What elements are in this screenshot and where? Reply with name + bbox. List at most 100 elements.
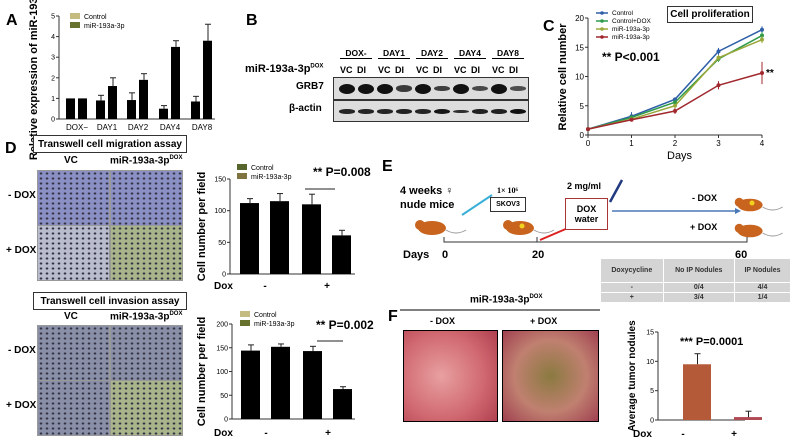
- category-label: -: [263, 281, 266, 292]
- invasion-title: Transwell cell invasion assay: [33, 292, 187, 310]
- cells-box: SKOV3: [490, 197, 526, 212]
- x-axis-label: Dox: [633, 429, 652, 440]
- band: [510, 86, 526, 91]
- lane-label: DI: [509, 65, 518, 75]
- assay-micrograph: [37, 170, 110, 226]
- col-vc: VC: [64, 311, 78, 322]
- nodule-table: Doxycycline No IP Nodules IP Nodules -0/4 4…: [600, 258, 791, 303]
- chart-c-xlabel: Days: [667, 150, 693, 162]
- cell: +: [600, 292, 664, 303]
- band: [472, 85, 488, 92]
- row-plus-dox: + DOX: [6, 400, 36, 411]
- col-vc-text: VC: [64, 155, 78, 166]
- mouse-icon: [506, 221, 534, 235]
- blot-row-sup: DOX: [310, 63, 324, 70]
- mouse-head: [734, 223, 744, 233]
- th: Doxycycline: [600, 258, 664, 283]
- legend-label: Control: [251, 165, 274, 172]
- y-tick-label: 2: [51, 75, 55, 82]
- annotation-migration: ** P=0.008: [313, 165, 371, 179]
- row-minus-dox-text: - DOX: [8, 190, 36, 201]
- legend-marker: [600, 35, 604, 39]
- lane-label: VC: [416, 65, 429, 75]
- x-axis-label: Dox: [214, 428, 233, 439]
- legend-swatch: [70, 22, 80, 28]
- dox-line-1: DOX: [576, 204, 597, 214]
- band: [415, 109, 431, 114]
- data-point: [760, 33, 764, 38]
- mouse-head: [734, 197, 744, 207]
- data-point: [673, 103, 677, 108]
- band: [434, 85, 450, 92]
- band: [377, 109, 393, 114]
- cells-dose: 1× 10⁶: [497, 186, 518, 195]
- category-label: +: [325, 428, 331, 439]
- band: [396, 109, 412, 114]
- sup: DOX: [169, 155, 183, 161]
- row-plus-dox: + DOX: [6, 245, 36, 256]
- data-point: [673, 100, 677, 105]
- f-minus: - DOX: [430, 316, 456, 326]
- y-axis-label: Relative cell number: [557, 23, 569, 131]
- th: No IP Nodules: [662, 258, 735, 283]
- category-label: -: [681, 429, 684, 440]
- legend-label: miR-193a-3p: [84, 23, 125, 30]
- mice-label-1: 4 weeks ♀: [400, 185, 454, 197]
- migration-title: Transwell cell migration assay: [33, 135, 187, 153]
- dox-water-box: DOX water: [565, 198, 608, 230]
- category-label: DAY4: [160, 123, 181, 132]
- mice-label-2: nude mice: [400, 199, 455, 211]
- y-tick-label: 150: [216, 345, 228, 352]
- category-label: -: [264, 428, 267, 439]
- legend-label: Control: [612, 10, 634, 17]
- panel-label-c: C: [543, 18, 555, 35]
- f-title: miR-193a-3pDOX: [470, 294, 542, 305]
- bar: [302, 204, 321, 274]
- bar: [333, 389, 352, 419]
- x-axis-label: Dox: [214, 281, 233, 292]
- bar: [191, 101, 200, 119]
- band: [434, 109, 450, 114]
- pipette-icon: [608, 179, 624, 203]
- band: [453, 109, 469, 114]
- series-line: [587, 29, 763, 130]
- col-mir: miR-193a-3pDOX: [110, 311, 182, 322]
- band-label-grb7: GRB7: [296, 81, 324, 92]
- col-mir-text: miR-193a-3p: [110, 311, 170, 323]
- data-point: [716, 49, 721, 54]
- lane-label: DI: [395, 65, 404, 75]
- legend-label: Control: [254, 312, 277, 319]
- mouse-head: [415, 220, 425, 230]
- y-tick-label: 200: [216, 322, 228, 329]
- bar: [734, 417, 762, 420]
- y-tick-label: 100: [216, 369, 228, 376]
- mouse-tail: [445, 229, 467, 234]
- dox-conc: 2 mg/ml: [567, 181, 602, 191]
- col-mir-text: miR-193a-3p: [110, 155, 170, 167]
- category-label: +: [324, 281, 330, 292]
- y-tick-label: 100: [214, 208, 226, 215]
- legend-label: miR-193a-3p: [612, 26, 650, 33]
- row-plus-dox-text: + DOX: [6, 245, 37, 256]
- blot-row-label-text: miR-193a-3p: [245, 63, 311, 75]
- band: [491, 83, 507, 94]
- x-tick-label: 1: [629, 139, 634, 148]
- band-label-actin: β-actin: [289, 103, 322, 114]
- bar: [78, 98, 87, 119]
- legend-marker: [600, 11, 604, 15]
- data-point: [716, 83, 721, 88]
- syringe-icon: [461, 194, 493, 216]
- f-plus: + DOX: [530, 316, 558, 326]
- data-point: [760, 37, 764, 42]
- data-point: [760, 27, 764, 32]
- category-label: +: [731, 429, 737, 440]
- f-title-text: miR-193a-3p: [470, 294, 530, 306]
- tumor-photo-minus-dox: [403, 330, 498, 422]
- band: [472, 109, 488, 114]
- blot-group-label: DAY1: [378, 48, 410, 59]
- col-mir: miR-193a-3pDOX: [110, 155, 182, 166]
- assay-micrograph: [110, 170, 183, 226]
- cell: 1/4: [733, 292, 791, 303]
- chart-c-annotation: ** P<0.001: [602, 50, 660, 64]
